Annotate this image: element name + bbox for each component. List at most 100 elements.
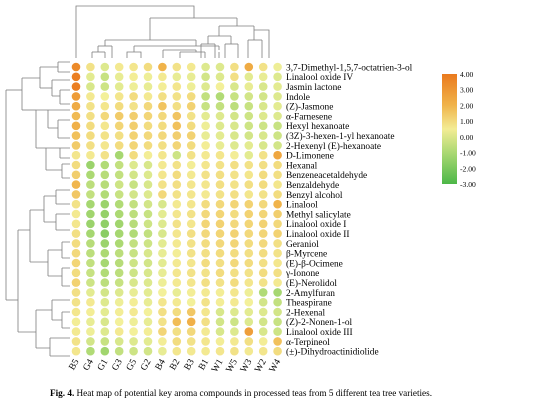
column-label: G1 [96, 357, 111, 372]
heatmap-cell [258, 131, 268, 140]
heatmap-cell [158, 268, 167, 278]
heatmap-cell [71, 82, 81, 91]
heatmap-cell [129, 82, 138, 91]
heatmap-cell [143, 248, 153, 258]
heatmap-cell [273, 180, 282, 189]
heatmap-cell [172, 92, 182, 101]
heatmap-cell [186, 150, 196, 160]
heatmap-cell [186, 199, 196, 209]
heatmap-cell [86, 307, 95, 317]
heatmap-cell [143, 327, 153, 336]
heatmap-cell [201, 170, 210, 180]
heatmap-cell [86, 141, 95, 150]
heatmap-cell [273, 317, 282, 327]
heatmap-cell [143, 209, 153, 219]
heatmap-cell [273, 170, 282, 180]
color-scale-tick: 4.00 [460, 70, 473, 79]
heatmap-cell [158, 229, 167, 238]
heatmap-cell [215, 121, 225, 131]
heatmap-cell [186, 82, 196, 91]
heatmap-cell [244, 150, 254, 160]
heatmap-cell [230, 141, 239, 150]
heatmap-cell [100, 248, 110, 258]
heatmap-cell [129, 239, 138, 248]
heatmap-cell [143, 160, 153, 170]
heatmap-cell [244, 121, 254, 131]
heatmap-cell [230, 131, 239, 140]
heatmap-cell [172, 131, 182, 140]
heatmap-cell [100, 150, 110, 160]
heatmap-cell [86, 346, 95, 356]
color-scale-ticks: 4.00 3.00 2.00 1.00 0.00 -1.00 -2.00 -3.00 [460, 70, 476, 189]
heatmap-cell [244, 219, 254, 229]
heatmap-cell [215, 317, 225, 327]
heatmap-cell [71, 307, 81, 317]
heatmap-cell [129, 258, 138, 268]
heatmap-cell [158, 337, 167, 346]
heatmap-cell [201, 101, 210, 111]
heatmap-cell [158, 111, 167, 121]
heatmap-cell [172, 307, 182, 317]
heatmap-cell [201, 209, 210, 219]
heatmap-cell [86, 180, 95, 189]
heatmap-cell [273, 141, 282, 150]
heatmap-cell [143, 180, 153, 189]
heatmap-cell [172, 248, 182, 258]
heatmap-cell [172, 150, 182, 160]
heatmap-cell [114, 229, 124, 238]
heatmap-cell [215, 141, 225, 150]
heatmap-cell [129, 346, 138, 356]
heatmap-cell [215, 346, 225, 356]
heatmap-cell [86, 209, 95, 219]
row-dendrogram [5, 61, 70, 357]
heatmap-cell [100, 92, 110, 101]
heatmap-cell [186, 258, 196, 268]
heatmap-cell [201, 248, 210, 258]
heatmap-cell [215, 248, 225, 258]
heatmap-cell [100, 141, 110, 150]
heatmap-cell [258, 170, 268, 180]
heatmap-cell [244, 190, 254, 199]
heatmap-cell [172, 327, 182, 336]
heatmap-cell [186, 141, 196, 150]
heatmap-cell [201, 229, 210, 238]
heatmap-cell [244, 180, 254, 189]
heatmap-cell [172, 170, 182, 180]
heatmap-cell [215, 229, 225, 238]
heatmap-cell [86, 327, 95, 336]
column-label: W3 [239, 357, 255, 374]
heatmap-cell [129, 62, 138, 72]
heatmap-cell [244, 199, 254, 209]
row-label: γ-Ionone [285, 269, 319, 279]
heatmap-cell [244, 307, 254, 317]
heatmap-cell [143, 337, 153, 346]
heatmap-cell [186, 317, 196, 327]
row-label: Methyl salicylate [286, 210, 351, 220]
heatmap-cell [186, 297, 196, 307]
heatmap-cell [114, 170, 124, 180]
heatmap-cell [215, 160, 225, 170]
heatmap-cell [158, 307, 167, 317]
heatmap-cell [86, 239, 95, 248]
heatmap-cell [273, 160, 282, 170]
heatmap-cell [244, 209, 254, 219]
heatmap-cell [244, 141, 254, 150]
heatmap-cell [100, 239, 110, 248]
heatmap-cell [86, 229, 95, 238]
heatmap-cell [201, 317, 210, 327]
heatmap-cell [230, 248, 239, 258]
heatmap-cell [86, 219, 95, 229]
heatmap-cell [258, 248, 268, 258]
heatmap-cell [186, 62, 196, 72]
heatmap-cell [230, 92, 239, 101]
heatmap-cell [230, 307, 239, 317]
heatmap-cell [273, 150, 282, 160]
heatmap-cell [71, 239, 81, 248]
heatmap-cell [158, 248, 167, 258]
heatmap-cell [186, 121, 196, 131]
color-scale-tick: -1.00 [460, 149, 476, 158]
row-label: Linalool [286, 201, 318, 211]
heatmap-cell [273, 297, 282, 307]
row-label: (Z)-2-Nonen-1-ol [286, 317, 353, 328]
heatmap-cell [186, 229, 196, 238]
